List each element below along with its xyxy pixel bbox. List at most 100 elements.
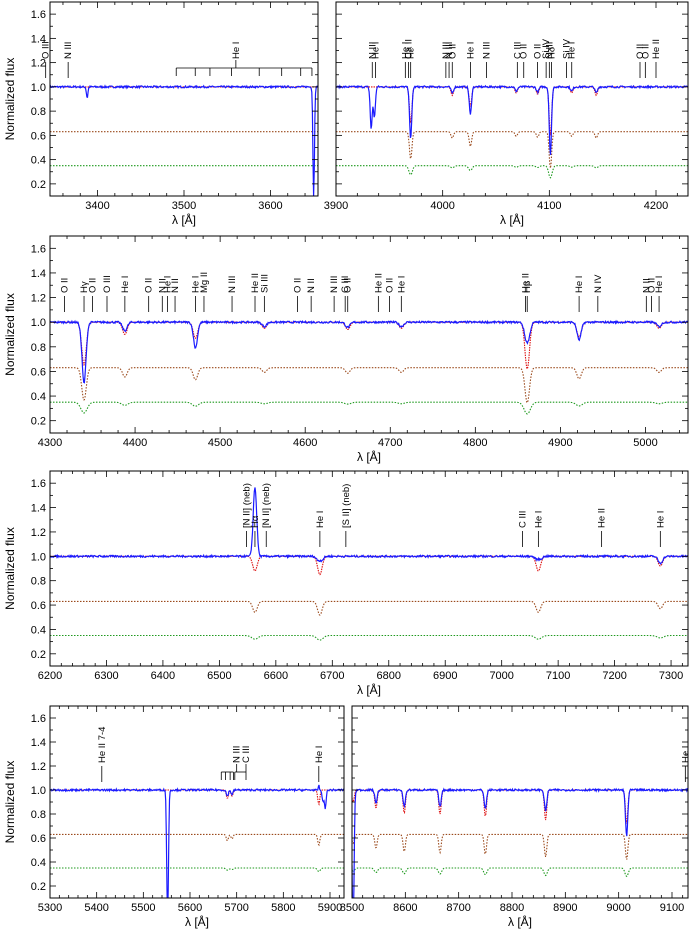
x-tick-label: 7000 <box>489 670 513 682</box>
y-tick-label: 0.2 <box>31 881 46 893</box>
line-id-label: [N II] (neb) <box>261 483 272 528</box>
x-tick-label: 4000 <box>430 200 454 212</box>
line-id-marker <box>220 764 238 780</box>
line-id-label: Si III <box>259 274 270 293</box>
line-id-label: He II <box>250 273 261 293</box>
x-tick-label: 5300 <box>38 902 62 914</box>
line-id-label: N III <box>63 42 74 59</box>
line-id-label: He I <box>315 511 326 528</box>
line-id-label: He I <box>465 42 476 59</box>
x-tick-label: 3400 <box>85 200 109 212</box>
y-axis-title: Normalized flux <box>3 293 17 376</box>
x-tick-label: 6600 <box>264 670 288 682</box>
line-id-label: N III <box>481 42 492 59</box>
y-tick-label: 0.6 <box>31 833 46 845</box>
line-id-label: Si IV <box>561 38 572 59</box>
x-tick-label: 5500 <box>131 902 155 914</box>
series-observed <box>50 319 688 384</box>
series-model <box>336 86 688 136</box>
x-tick-label: 4600 <box>293 437 317 449</box>
x-axis-title: λ [Å] <box>508 914 532 929</box>
series-comp-1 <box>50 367 688 404</box>
x-tick-label: 6900 <box>433 670 457 682</box>
line-id-label: [N II] (neb) <box>241 483 252 528</box>
y-tick-label: 1.2 <box>31 293 46 305</box>
series-observed <box>352 787 688 898</box>
x-tick-label: 8500 <box>340 902 364 914</box>
y-tick-label: 0.6 <box>31 130 46 142</box>
line-id-label: He I <box>162 276 173 293</box>
y-axis-title: Normalized flux <box>3 761 17 844</box>
y-tick-label: 0.2 <box>31 179 46 191</box>
line-id-label: Ca II <box>404 39 415 59</box>
x-tick-label: 6700 <box>320 670 344 682</box>
y-tick-label: 0.8 <box>31 342 46 354</box>
x-tick-label: 5800 <box>271 902 295 914</box>
x-tick-label: 5700 <box>224 902 248 914</box>
line-id-label: He I <box>190 276 201 293</box>
y-tick-label: 1.2 <box>31 761 46 773</box>
x-tick-label: 7100 <box>546 670 570 682</box>
x-axis-title: λ [Å] <box>172 212 196 227</box>
line-id-label: He I <box>533 511 544 528</box>
line-id-label: He I <box>654 276 665 293</box>
plot-area <box>50 319 688 415</box>
y-tick-label: 0.6 <box>31 600 46 612</box>
line-id-label: O II <box>343 278 354 293</box>
y-tick-label: 1.6 <box>31 713 46 725</box>
x-tick-label: 8900 <box>553 902 577 914</box>
line-id-label: He II 7-4 <box>97 727 108 763</box>
line-id-label: He I <box>231 42 242 59</box>
line-id-label: N III <box>441 42 452 59</box>
series-comp-2 <box>50 867 344 873</box>
line-id-label: N III <box>544 42 555 59</box>
line-id-label: O II <box>635 44 646 59</box>
line-id-label: O III <box>102 275 113 293</box>
series-comp-2 <box>50 401 688 415</box>
line-id-label: O II <box>519 44 530 59</box>
line-id-label: O II <box>533 44 544 59</box>
plot-frame <box>49 235 689 434</box>
series-observed <box>50 784 344 898</box>
line-id-label: Mg II <box>199 272 210 293</box>
x-tick-label: 9000 <box>606 902 630 914</box>
x-tick-label: 4300 <box>38 437 62 449</box>
series-comp-1 <box>352 833 688 860</box>
plot-area <box>50 487 688 641</box>
line-id-label: He I <box>574 276 585 293</box>
x-tick-label: 4400 <box>123 437 147 449</box>
plot-frame <box>351 705 689 899</box>
line-id-label: He II <box>521 273 532 293</box>
y-tick-label: 0.8 <box>31 576 46 588</box>
line-id-label: O II <box>144 278 155 293</box>
line-id-label: C III <box>340 276 351 293</box>
series-model <box>50 321 688 370</box>
plot-frame <box>49 1 319 197</box>
y-tick-label: 1.6 <box>31 243 46 255</box>
x-tick-label: 6400 <box>151 670 175 682</box>
x-tick-label: 5400 <box>84 902 108 914</box>
line-id-label: He I <box>655 511 666 528</box>
x-tick-label: 7300 <box>659 670 683 682</box>
y-tick-label: 1.0 <box>31 785 46 797</box>
x-tick-label: 4800 <box>463 437 487 449</box>
line-id-label: N III <box>232 746 243 763</box>
line-id-label: He I <box>314 746 325 763</box>
x-tick-label: 4100 <box>537 200 561 212</box>
x-tick-label: 3900 <box>324 200 348 212</box>
line-id-label: N III <box>367 42 378 59</box>
x-tick-label: 4500 <box>208 437 232 449</box>
line-id-label: O II <box>59 278 70 293</box>
line-id-label: O II <box>88 278 99 293</box>
series-model <box>50 555 688 576</box>
x-tick-label: 9100 <box>660 902 684 914</box>
line-id-label: O II <box>646 278 657 293</box>
line-id-label: He I <box>567 42 578 59</box>
line-id-label: He I <box>396 276 407 293</box>
y-tick-label: 1.6 <box>31 478 46 490</box>
line-id-label: N III <box>329 276 340 293</box>
line-id-marker <box>234 764 247 780</box>
y-tick-label: 1.0 <box>31 317 46 329</box>
x-tick-label: 6300 <box>94 670 118 682</box>
